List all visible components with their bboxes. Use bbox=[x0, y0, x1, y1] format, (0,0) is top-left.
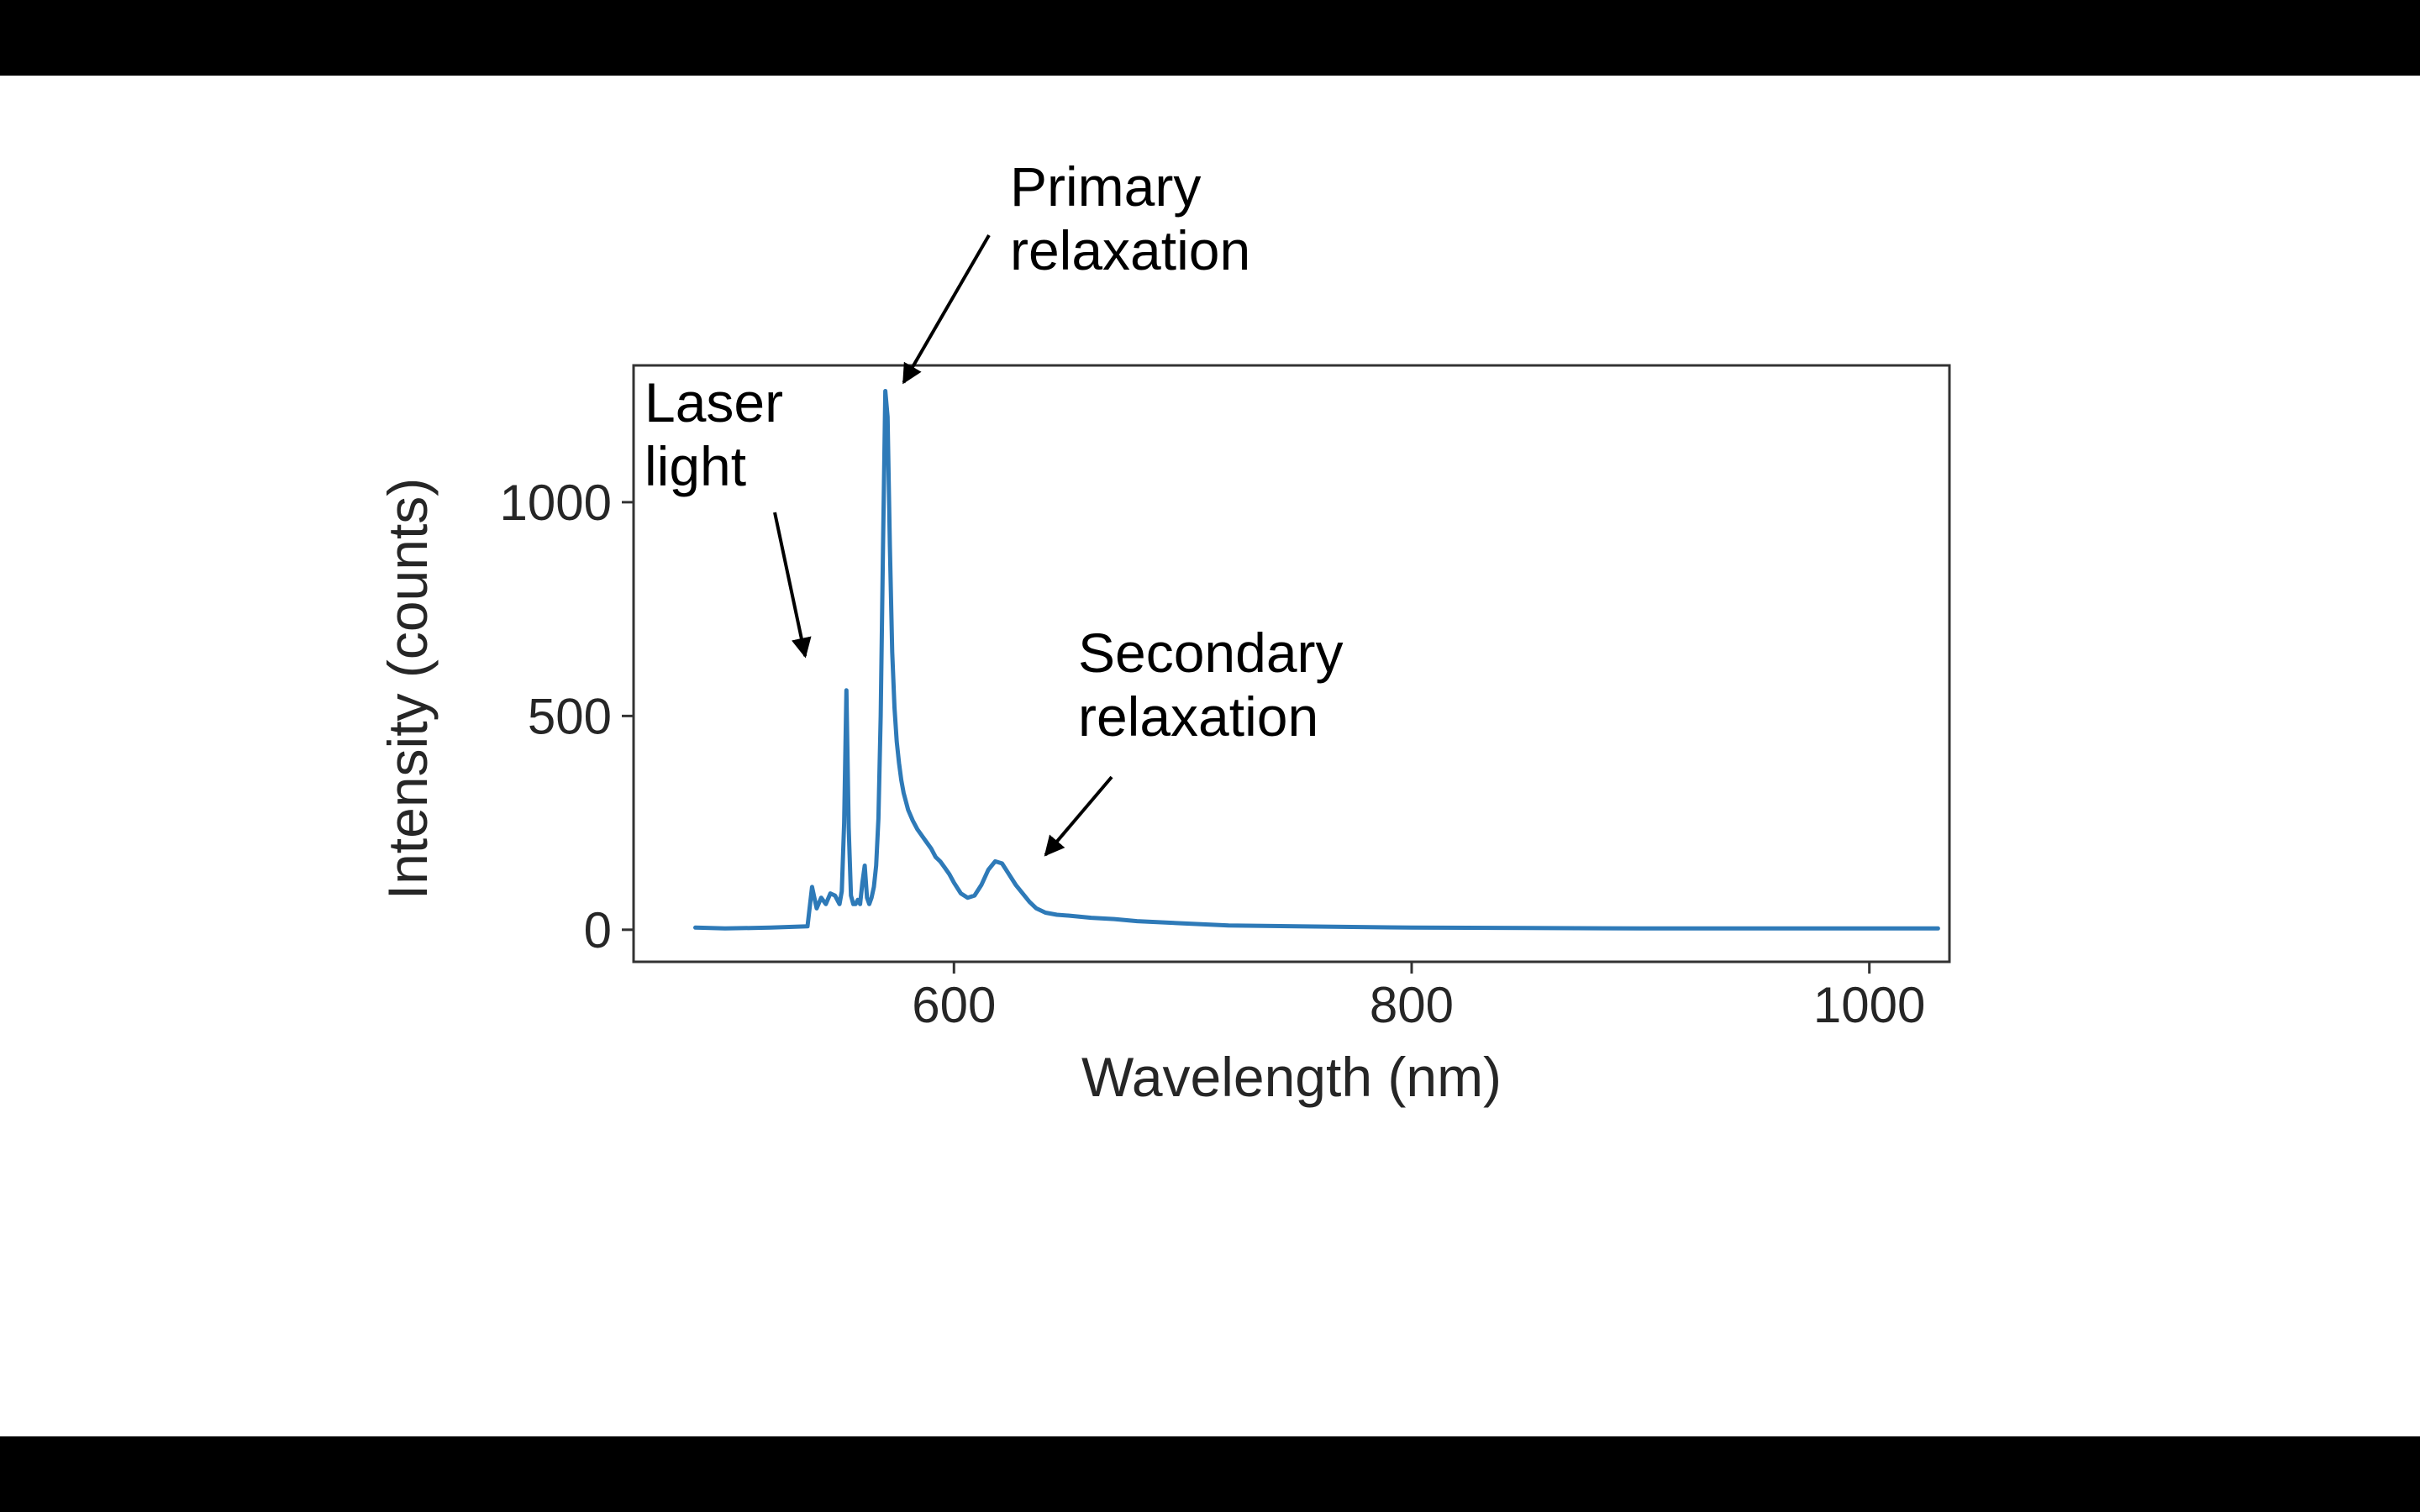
annotation-arrow bbox=[773, 512, 812, 659]
annotation-text-line: light bbox=[644, 435, 746, 497]
annotation-arrow bbox=[1044, 775, 1113, 857]
annotation-text-line: Laser bbox=[644, 371, 783, 433]
figure-canvas: 600 800 1000 0 500 1000 Wavelength (nm) Inten… bbox=[0, 76, 2420, 1436]
annotation-text-line: relaxation bbox=[1078, 685, 1318, 748]
plot-frame bbox=[632, 364, 1951, 963]
annotation-arrow bbox=[902, 234, 991, 385]
y-axis-label: Intensity (counts) bbox=[376, 478, 439, 900]
y-tick-label: 1000 bbox=[500, 475, 612, 531]
series-line bbox=[693, 389, 1940, 931]
x-tick-label: 1000 bbox=[1813, 977, 1925, 1033]
x-tick-label: 600 bbox=[912, 977, 996, 1033]
annotation-text-line: relaxation bbox=[1010, 219, 1250, 281]
y-tick-label: 500 bbox=[528, 688, 612, 744]
x-tick-label: 800 bbox=[1370, 977, 1454, 1033]
line-chart: 600 800 1000 0 500 1000 Wavelength (nm) Inten… bbox=[376, 155, 1951, 1108]
annotation-text-line: Primary bbox=[1010, 155, 1201, 218]
annotation-text-line: Secondary bbox=[1078, 622, 1344, 684]
y-tick-label: 0 bbox=[584, 902, 612, 958]
x-axis-label: Wavelength (nm) bbox=[1081, 1046, 1502, 1108]
